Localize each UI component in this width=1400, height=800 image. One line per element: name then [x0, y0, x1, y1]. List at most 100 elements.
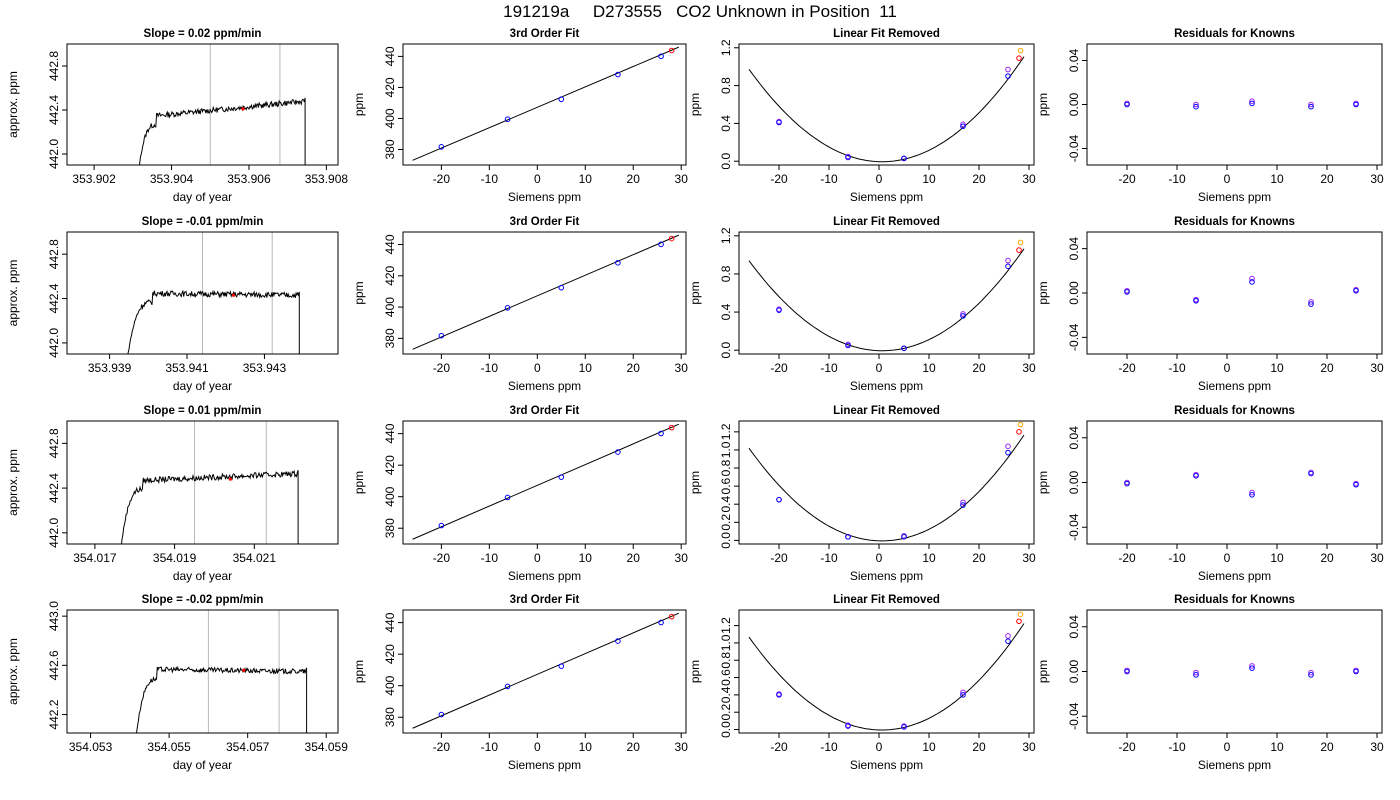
x-tick-label: 10 [579, 740, 593, 754]
y-tick-label: 442.0 [47, 517, 61, 547]
x-tick-label: -20 [770, 740, 788, 754]
x-tick-label: 353.941 [165, 361, 209, 375]
x-tick-label: 20 [627, 740, 641, 754]
known-standard-point [658, 619, 664, 626]
fit-curve [748, 248, 1025, 352]
purple-point [1308, 101, 1314, 108]
known-standard-point [1124, 289, 1130, 295]
known-standard-point [960, 692, 966, 698]
y-tick-label: 442.0 [47, 139, 61, 169]
x-tick-label: 30 [1370, 740, 1384, 754]
y-axis-label: ppm [352, 281, 366, 304]
concentration-trace [127, 289, 300, 354]
known-standard-point [558, 96, 565, 103]
x-axis-label: Siemens ppm [508, 758, 581, 772]
y-tick-label: 1.0 [719, 634, 733, 651]
x-tick-label: 354.021 [233, 551, 277, 565]
x-tick-label: 30 [675, 551, 689, 565]
y-tick-label: -0.04 [1067, 323, 1081, 351]
known-standard-point [1353, 101, 1359, 108]
x-tick-label: -20 [770, 551, 788, 565]
purple-point [960, 121, 966, 128]
known-standard-point [1308, 672, 1314, 678]
x-tick-label: -10 [820, 361, 838, 375]
plot-area [748, 611, 1025, 731]
known-standard-point [1193, 297, 1199, 304]
purple-point [1249, 98, 1255, 104]
x-tick-label: 0 [1224, 361, 1231, 375]
orange-point [1017, 47, 1024, 54]
known-standard-point [558, 284, 565, 291]
known-standard-point [1353, 668, 1359, 675]
plot-frame [402, 43, 687, 166]
y-tick-label: 442.2 [47, 699, 61, 729]
y-tick-label: 0.6 [719, 477, 733, 494]
known-standard-point [960, 502, 966, 508]
plot-frame [738, 43, 1035, 166]
plot-frame [738, 609, 1035, 734]
known-standard-point [845, 533, 851, 540]
concentration-trace [120, 469, 299, 544]
y-tick-label: 1.2 [719, 617, 733, 634]
y-tick-label: 1.0 [719, 441, 733, 458]
x-tick-label: 10 [1270, 740, 1284, 754]
known-standard-point [504, 494, 511, 501]
x-axis-label: Siemens ppm [508, 569, 581, 583]
y-tick-label: 442.4 [47, 473, 61, 503]
orange-point [1017, 239, 1024, 246]
x-tick-label: 10 [922, 740, 936, 754]
known-standard-point [1249, 279, 1255, 285]
x-axis-label: day of year [173, 190, 232, 204]
plot-area [748, 421, 1025, 542]
x-tick-label: 20 [627, 172, 641, 186]
known-standard-point [504, 116, 511, 123]
y-tick-label: 442.8 [47, 51, 61, 81]
known-standard-point [1005, 449, 1011, 456]
purple-point [1308, 299, 1314, 305]
concentration-trace [138, 97, 306, 165]
known-standard-point [1124, 668, 1130, 675]
known-standard-point [1193, 672, 1199, 678]
panel-title: Slope = 0.01 ppm/min [144, 405, 262, 417]
plot-frame [1086, 43, 1383, 166]
x-tick-label: 353.902 [72, 172, 116, 186]
known-standard-point [901, 345, 907, 352]
plot-frame [1086, 420, 1383, 545]
y-tick-label: 0.0 [719, 342, 733, 359]
y-tick-label: -0.04 [1067, 513, 1081, 541]
known-standard-point [438, 144, 445, 150]
panel-r0-c3: Residuals for Knowns -20 -10 0 10 20 30 -0.04 0.… [1036, 28, 1384, 204]
panel-r1-c1: 3rd Order Fit -20 -10 0 10 20 30 380 400 420 440 Si… [352, 216, 688, 393]
x-tick-label: 10 [579, 172, 593, 186]
y-axis-label: ppm [1036, 93, 1050, 116]
known-standard-point [504, 683, 511, 690]
x-axis-label: Siemens ppm [1198, 379, 1271, 393]
x-tick-label: 30 [1022, 361, 1036, 375]
y-tick-label: 0.04 [1067, 426, 1081, 450]
panel-r0-c0: Slope = 0.02 ppm/min 353.902 353.904 353.90… [6, 28, 348, 204]
panel-title: 3rd Order Fit [510, 405, 580, 417]
x-tick-label: 0 [534, 361, 541, 375]
y-tick-label: 440 [383, 46, 397, 66]
x-tick-label: 0 [876, 172, 883, 186]
y-tick-label: 0.00 [1067, 92, 1081, 116]
purple-point [1308, 669, 1314, 676]
known-standard-point [1308, 103, 1314, 110]
known-standard-point [658, 53, 664, 60]
unknown-sample-point [668, 47, 675, 54]
panel-title: Slope = -0.01 ppm/min [142, 216, 264, 228]
purple-point [1193, 669, 1199, 676]
panel-r3-c2: Linear Fit Removed -20 -10 0 10 20 30 0.00.20.4… [688, 594, 1036, 772]
x-tick-label: 10 [922, 551, 936, 565]
panel-r3-c1: 3rd Order Fit -20 -10 0 10 20 30 380 400 420 440 Si… [352, 594, 688, 772]
x-tick-label: 353.908 [305, 172, 349, 186]
y-tick-label: 0.8 [719, 265, 733, 282]
x-tick-label: -20 [1118, 551, 1136, 565]
x-tick-label: 10 [1270, 551, 1284, 565]
panel-title: Linear Fit Removed [833, 28, 940, 40]
y-axis-label: ppm [352, 471, 366, 494]
panel-r0-c1: 3rd Order Fit -20 -10 0 10 20 30 380 400 420 440 Si… [352, 28, 688, 204]
y-tick-label: 0.04 [1067, 48, 1081, 72]
x-axis-label: day of year [173, 758, 232, 772]
x-axis-label: Siemens ppm [1198, 758, 1271, 772]
